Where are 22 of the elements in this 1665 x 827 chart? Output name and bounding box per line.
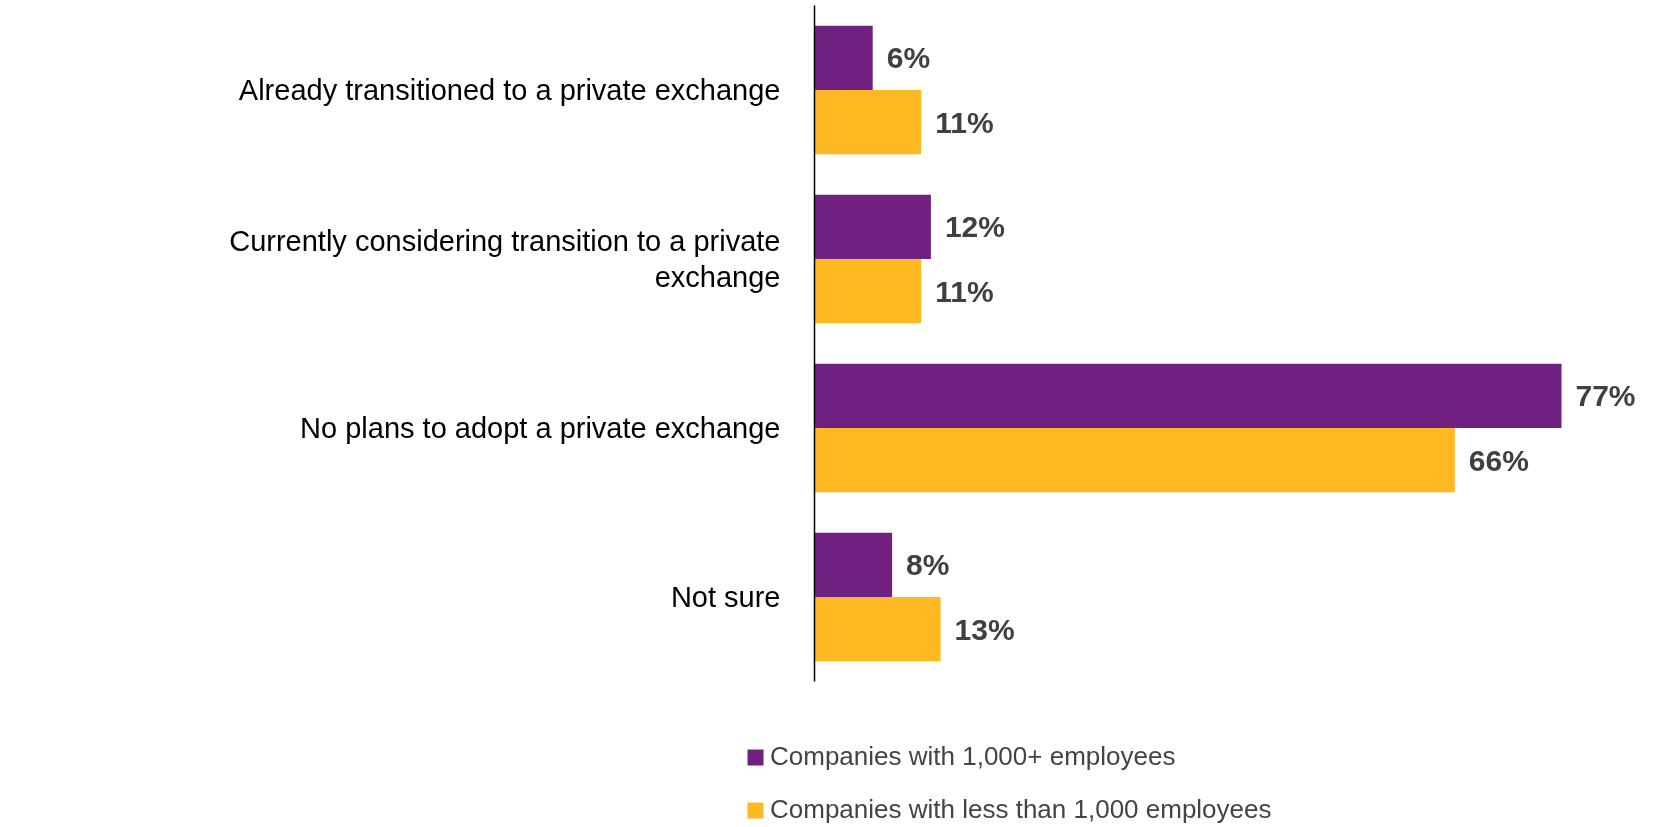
data-label: 11% <box>935 105 994 139</box>
legend-label: Companies with 1,000+ employees <box>770 741 1176 772</box>
bar <box>814 194 931 260</box>
data-label: 77% <box>1575 379 1636 413</box>
data-label: 11% <box>935 274 994 308</box>
y-tick-label: Not sure <box>670 581 781 614</box>
bar <box>814 428 1455 493</box>
y-tick-label: Currently considering transition to a private exchange <box>229 224 781 294</box>
bar <box>814 597 941 662</box>
bar <box>814 25 873 91</box>
bar <box>814 532 893 598</box>
data-label: 66% <box>1468 443 1529 477</box>
legend-label: Companies with less than 1,000 employees <box>770 794 1272 825</box>
data-label: 8% <box>906 548 950 582</box>
bar <box>814 363 1562 429</box>
y-tick-label: No plans to adopt a private exchange <box>300 412 781 445</box>
data-label: 13% <box>954 612 1015 646</box>
data-label: 12% <box>944 210 1005 244</box>
y-tick-label: Already transitioned to a private exchange <box>238 74 781 107</box>
data-label: 6% <box>886 41 931 75</box>
bar <box>814 259 922 324</box>
bar <box>814 90 922 155</box>
